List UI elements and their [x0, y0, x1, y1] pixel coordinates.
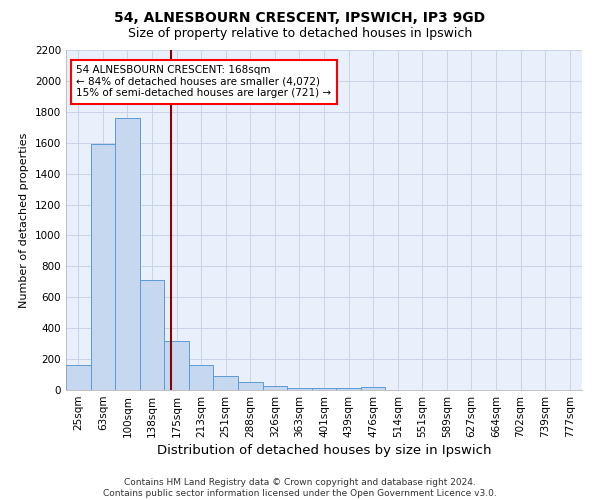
X-axis label: Distribution of detached houses by size in Ipswich: Distribution of detached houses by size … [157, 444, 491, 457]
Bar [287, 388, 312, 390]
Text: 54, ALNESBOURN CRESCENT, IPSWICH, IP3 9GD: 54, ALNESBOURN CRESCENT, IPSWICH, IP3 9G… [115, 12, 485, 26]
Bar [263, 386, 287, 390]
Bar [91, 144, 115, 390]
Text: 54 ALNESBOURN CRESCENT: 168sqm
← 84% of detached houses are smaller (4,072)
15% : 54 ALNESBOURN CRESCENT: 168sqm ← 84% of … [76, 66, 331, 98]
Bar [189, 366, 214, 390]
Text: Size of property relative to detached houses in Ipswich: Size of property relative to detached ho… [128, 28, 472, 40]
Bar [238, 382, 263, 390]
Bar [140, 280, 164, 390]
Bar [336, 388, 361, 390]
Bar [164, 342, 189, 390]
Bar [115, 118, 140, 390]
Bar [66, 366, 91, 390]
Y-axis label: Number of detached properties: Number of detached properties [19, 132, 29, 308]
Bar [312, 388, 336, 390]
Text: Contains HM Land Registry data © Crown copyright and database right 2024.
Contai: Contains HM Land Registry data © Crown c… [103, 478, 497, 498]
Bar [361, 386, 385, 390]
Bar [214, 376, 238, 390]
